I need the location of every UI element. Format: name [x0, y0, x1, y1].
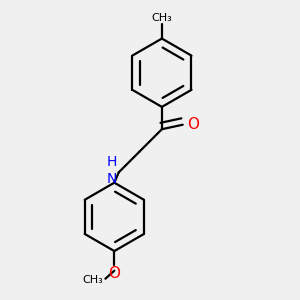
Text: H: H [107, 155, 117, 169]
Text: CH₃: CH₃ [152, 13, 172, 23]
Text: O: O [108, 266, 120, 281]
Text: CH₃: CH₃ [82, 274, 103, 285]
Text: N: N [107, 172, 117, 186]
Text: O: O [188, 117, 200, 132]
